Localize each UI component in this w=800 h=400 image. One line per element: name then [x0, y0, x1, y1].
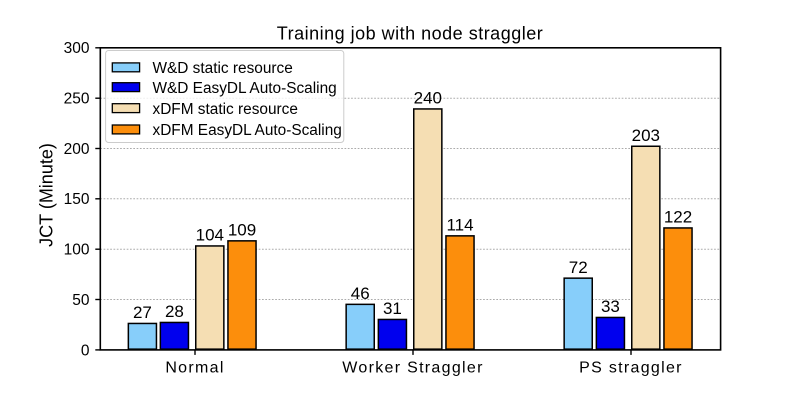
- svg-text:0: 0: [81, 342, 90, 359]
- svg-text:114: 114: [446, 216, 473, 235]
- svg-text:300: 300: [64, 40, 90, 57]
- svg-text:xDFM EasyDL Auto-Scaling: xDFM EasyDL Auto-Scaling: [153, 122, 342, 139]
- svg-text:50: 50: [72, 292, 90, 309]
- svg-text:33: 33: [601, 297, 620, 316]
- svg-text:Normal: Normal: [165, 359, 224, 376]
- svg-text:240: 240: [414, 89, 442, 108]
- svg-text:28: 28: [165, 302, 184, 321]
- svg-text:122: 122: [664, 208, 692, 227]
- svg-text:100: 100: [64, 242, 90, 259]
- svg-text:104: 104: [196, 226, 224, 245]
- svg-text:31: 31: [383, 299, 402, 318]
- svg-text:W&D EasyDL Auto-Scaling: W&D EasyDL Auto-Scaling: [153, 80, 337, 97]
- svg-text:150: 150: [64, 191, 90, 208]
- svg-text:xDFM static resource: xDFM static resource: [153, 101, 298, 118]
- svg-text:250: 250: [64, 91, 90, 108]
- svg-text:200: 200: [64, 141, 90, 158]
- svg-text:27: 27: [133, 303, 152, 322]
- svg-text:Training job with node straggl: Training job with node straggler: [277, 23, 543, 43]
- svg-text:JCT (Minute): JCT (Minute): [36, 143, 56, 247]
- svg-text:109: 109: [228, 221, 256, 240]
- svg-text:W&D static resource: W&D static resource: [153, 60, 293, 77]
- svg-text:203: 203: [632, 126, 660, 145]
- svg-text:72: 72: [569, 258, 588, 277]
- svg-text:46: 46: [351, 284, 370, 303]
- svg-text:PS straggler: PS straggler: [579, 359, 683, 376]
- svg-text:Worker Straggler: Worker Straggler: [342, 359, 483, 376]
